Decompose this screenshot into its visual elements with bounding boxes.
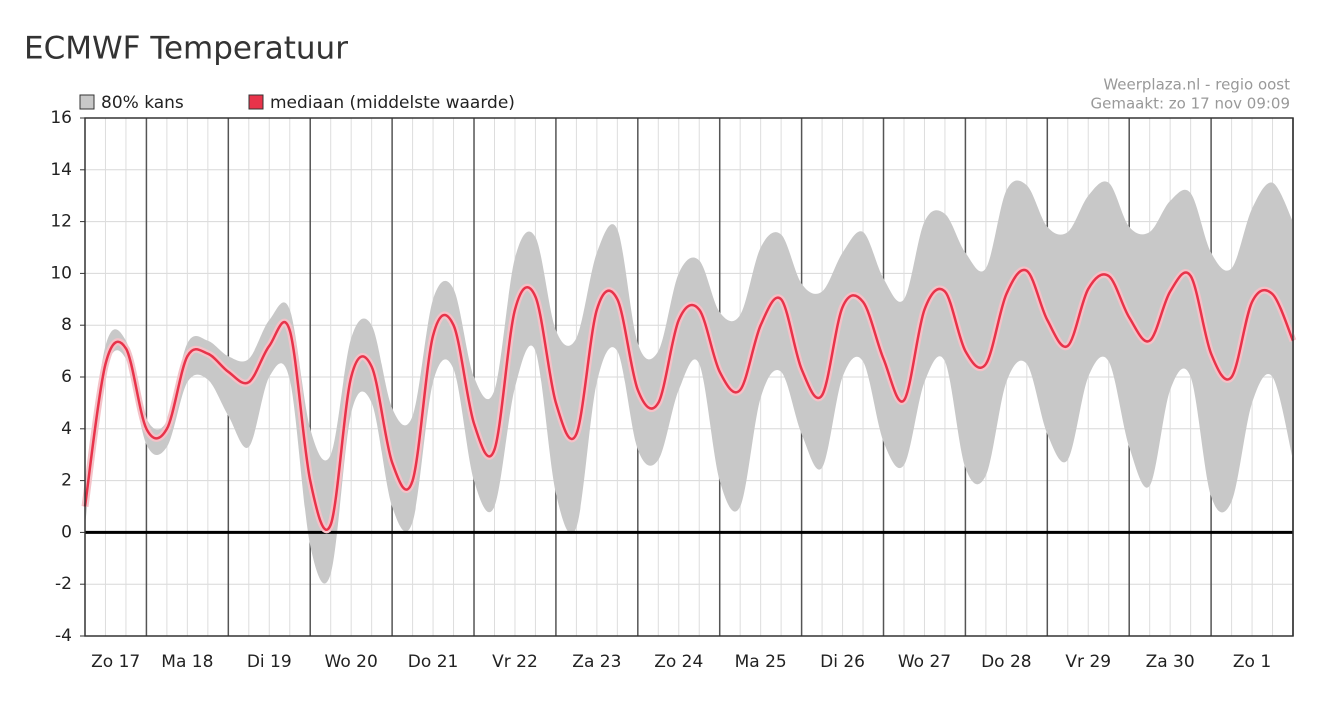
y-tick-label: 10 [50, 263, 72, 283]
y-tick-label: -4 [55, 626, 72, 646]
legend-label: 80% kans [101, 93, 184, 113]
y-tick-label: 14 [50, 160, 72, 180]
legend-swatch [79, 94, 95, 110]
source: Weerplaza.nl - regio oost [1103, 76, 1290, 94]
y-tick-label: 6 [61, 367, 72, 387]
y-tick-label: -2 [55, 574, 72, 594]
x-tick-label: Zo 24 [654, 652, 703, 672]
y-tick-label: 8 [61, 315, 72, 335]
band [85, 180, 1293, 584]
y-tick-label: 2 [61, 471, 72, 491]
y-tick-label: 12 [50, 212, 72, 232]
x-tick-label: Di 19 [247, 652, 292, 672]
x-tick-label: Do 21 [408, 652, 459, 672]
x-tick-label: Do 28 [981, 652, 1032, 672]
created: Gemaakt: zo 17 nov 09:09 [1091, 95, 1290, 113]
x-tick-label: Vr 29 [1065, 652, 1111, 672]
y-tick-label: 4 [61, 419, 72, 439]
x-tick-label: Wo 20 [325, 652, 378, 672]
plot-frame [84, 117, 1294, 637]
x-tick-label: Di 26 [820, 652, 865, 672]
legend-swatch [248, 94, 264, 110]
x-tick-label: Za 23 [572, 652, 621, 672]
y-tick-label: 16 [50, 108, 72, 128]
x-tick-label: Ma 18 [161, 652, 213, 672]
x-tick-label: Za 30 [1146, 652, 1195, 672]
y-tick-label: 0 [61, 522, 72, 542]
median-line [83, 268, 1295, 532]
x-tick-label: Zo 17 [91, 652, 140, 672]
x-tick-label: Ma 25 [735, 652, 787, 672]
legend-label: mediaan (middelste waarde) [270, 93, 515, 113]
x-tick-label: Vr 22 [492, 652, 538, 672]
x-tick-label: Zo 1 [1233, 652, 1271, 672]
x-tick-label: Wo 27 [898, 652, 951, 672]
chart-title: ECMWF Temperatuur [24, 31, 348, 67]
